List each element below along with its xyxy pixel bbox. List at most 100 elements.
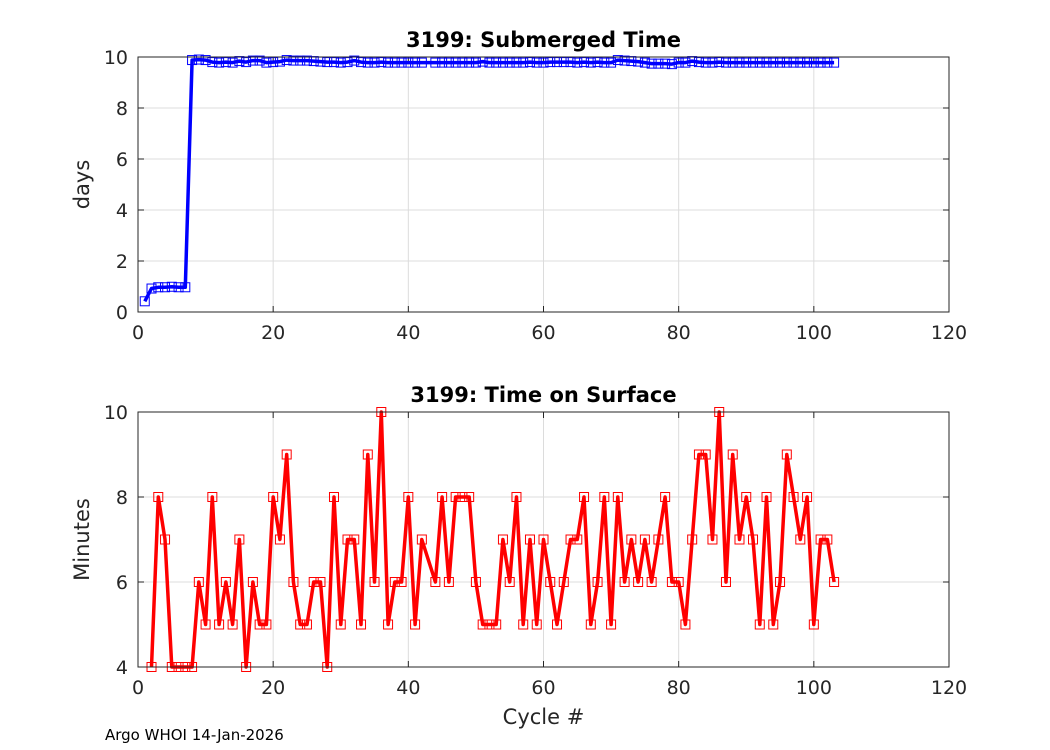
data-point-marker: [775, 57, 786, 68]
data-point-marker: [781, 449, 792, 460]
data-point-marker: [301, 619, 312, 630]
data-point-marker: [477, 619, 488, 630]
data-point-marker: [781, 57, 792, 68]
data-point-marker: [741, 492, 752, 502]
y-tick-label: 4: [116, 200, 128, 222]
x-tick-label: 100: [796, 677, 832, 699]
data-point-marker: [552, 57, 563, 68]
data-point-marker: [829, 57, 840, 68]
data-point-marker: [464, 57, 475, 68]
data-point-marker: [220, 577, 231, 587]
x-tick-label: 20: [261, 322, 285, 344]
data-point-marker: [342, 57, 353, 68]
data-point-marker: [653, 534, 664, 545]
data-point-marker: [362, 449, 373, 460]
surface-time-chart: 0 20 40 60 80 100 120 4 6 8 10 3199: Time on Surfac…: [70, 383, 967, 729]
data-point-marker: [646, 58, 657, 69]
data-point-marker: [788, 57, 799, 68]
data-point-marker: [504, 57, 515, 68]
data-point-marker: [200, 55, 211, 66]
data-point-marker: [808, 619, 819, 630]
data-point-marker: [295, 619, 306, 630]
data-point-marker: [822, 57, 833, 68]
y-tick-label: 2: [116, 251, 128, 273]
submerged-time-chart: 0 20 40 60 80 100 120 0 2 4 6 8 10 3199: Submerged Ti…: [70, 28, 967, 344]
data-point-marker: [639, 57, 650, 68]
data-point-marker: [160, 534, 171, 545]
x-tick-label: 120: [931, 322, 967, 344]
data-point-marker: [680, 57, 691, 68]
data-point-marker: [207, 57, 218, 68]
data-point-marker: [430, 57, 441, 68]
data-point-marker: [193, 577, 204, 587]
data-point-marker: [748, 57, 759, 68]
data-point-marker: [247, 55, 258, 66]
data-point-marker: [707, 534, 718, 545]
data-point-marker: [497, 534, 508, 545]
data-point-marker: [450, 492, 461, 502]
y-axis-label: Minutes: [70, 498, 94, 581]
data-point-marker: [254, 55, 265, 66]
data-point-marker: [335, 57, 346, 68]
data-point-marker: [254, 619, 265, 630]
data-point-marker: [700, 449, 711, 460]
data-point-marker: [396, 577, 407, 587]
data-point-marker: [450, 57, 461, 68]
data-point-marker: [227, 619, 238, 630]
data-point-marker: [646, 577, 657, 587]
data-point-marker: [639, 534, 650, 545]
footer-credit: Argo WHOI 14-Jan-2026: [105, 726, 284, 744]
data-point-marker: [389, 577, 400, 587]
data-point-marker: [328, 492, 339, 502]
data-point-marker: [356, 619, 367, 630]
data-point-marker: [430, 577, 441, 587]
x-tick-label: 80: [667, 322, 691, 344]
data-point-marker: [802, 57, 813, 68]
data-point-marker: [437, 57, 448, 68]
data-point-marker: [720, 57, 731, 68]
data-point-marker: [592, 577, 603, 587]
data-point-marker: [268, 492, 279, 502]
data-point-marker: [166, 281, 177, 292]
data-point-marker: [511, 492, 522, 502]
data-point-marker: [619, 55, 630, 66]
data-point-marker: [761, 57, 772, 68]
data-point-marker: [788, 492, 799, 502]
data-point-marker: [558, 57, 569, 68]
data-point-marker: [214, 619, 225, 630]
data-point-marker: [802, 492, 813, 502]
data-point-marker: [187, 55, 198, 66]
data-point-marker: [207, 492, 218, 502]
data-point-marker: [139, 296, 150, 307]
data-point-marker: [599, 57, 610, 68]
data-point-marker: [666, 577, 677, 587]
data-point-marker: [612, 492, 623, 502]
x-tick-label: 100: [796, 322, 832, 344]
data-point-marker: [214, 57, 225, 68]
data-point-marker: [775, 577, 786, 587]
data-point-marker: [295, 55, 306, 66]
data-point-marker: [572, 534, 583, 545]
data-point-marker: [606, 619, 617, 630]
data-point-marker: [524, 57, 535, 68]
data-point-marker: [524, 534, 535, 545]
y-tick-label: 6: [116, 149, 128, 171]
data-point-marker: [369, 577, 380, 587]
data-point-marker: [153, 492, 164, 502]
data-point-marker: [707, 57, 718, 68]
x-tick-label: 0: [132, 322, 144, 344]
data-point-marker: [815, 534, 826, 545]
data-point-marker: [410, 57, 421, 68]
data-point-marker: [504, 577, 515, 587]
chart-title: 3199: Submerged Time: [406, 28, 681, 52]
x-tick-label: 40: [396, 322, 420, 344]
data-point-marker: [383, 57, 394, 68]
data-point-marker: [565, 534, 576, 545]
data-point-marker: [585, 619, 596, 630]
data-point-marker: [443, 57, 454, 68]
data-point-marker: [356, 57, 367, 68]
data-point-marker: [795, 57, 806, 68]
data-point-marker: [403, 57, 414, 68]
data-point-marker: [714, 57, 725, 68]
data-point-marker: [673, 577, 684, 587]
